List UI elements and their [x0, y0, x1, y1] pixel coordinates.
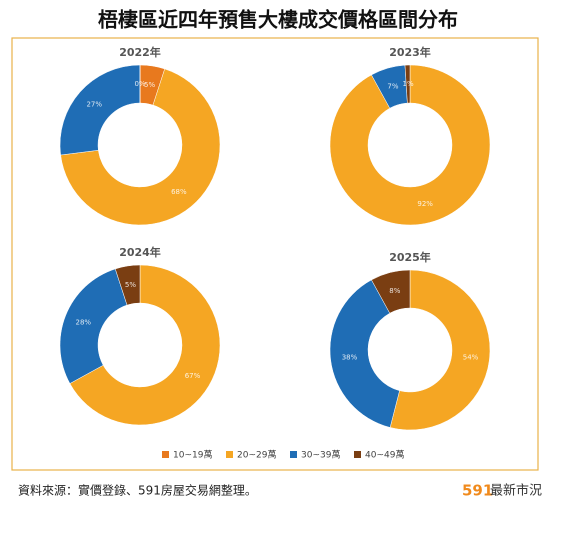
slice	[404, 64, 411, 104]
legend-swatch	[354, 451, 361, 458]
slice	[389, 269, 491, 431]
chart-title: 2024年	[119, 245, 161, 259]
data-label: 38%	[342, 354, 358, 362]
slice	[69, 264, 221, 426]
chart-title: 2022年	[119, 45, 161, 59]
data-label: 7%	[387, 82, 398, 90]
legend-label: 20~29萬	[237, 449, 276, 461]
logo-number: 591	[462, 482, 493, 500]
slice	[114, 264, 141, 306]
slice	[329, 279, 400, 428]
data-label: 92%	[417, 200, 433, 208]
slice	[59, 268, 128, 384]
source: 資料來源：實價登錄、591房屋交易網整理。	[18, 483, 257, 498]
data-label: 54%	[463, 354, 479, 362]
slice	[329, 64, 491, 226]
data-label: 1%	[403, 80, 414, 88]
data-label: 0%	[134, 80, 145, 88]
page-title: 梧棲區近四年預售大樓成交價格區間分布	[98, 8, 458, 32]
frame	[11, 37, 539, 471]
logo-text: 最新市況	[490, 483, 542, 499]
legend-swatch	[290, 451, 297, 458]
chart-title: 2023年	[389, 45, 431, 59]
legend-swatch	[162, 451, 169, 458]
data-label: 5%	[125, 281, 136, 289]
data-label: 67%	[185, 372, 201, 380]
data-label: 8%	[389, 287, 400, 295]
data-label: 28%	[76, 319, 92, 327]
data-label: 68%	[171, 188, 187, 196]
data-label: 27%	[86, 101, 102, 109]
legend-swatch	[226, 451, 233, 458]
slice	[371, 269, 411, 314]
legend-label: 10~19萬	[173, 449, 212, 461]
legend-label: 40~49萬	[365, 449, 404, 461]
data-label: 5%	[144, 81, 155, 89]
slice	[59, 64, 141, 156]
slice	[60, 68, 221, 226]
legend-label: 30~39萬	[301, 449, 340, 461]
chart-title: 2025年	[389, 250, 431, 264]
